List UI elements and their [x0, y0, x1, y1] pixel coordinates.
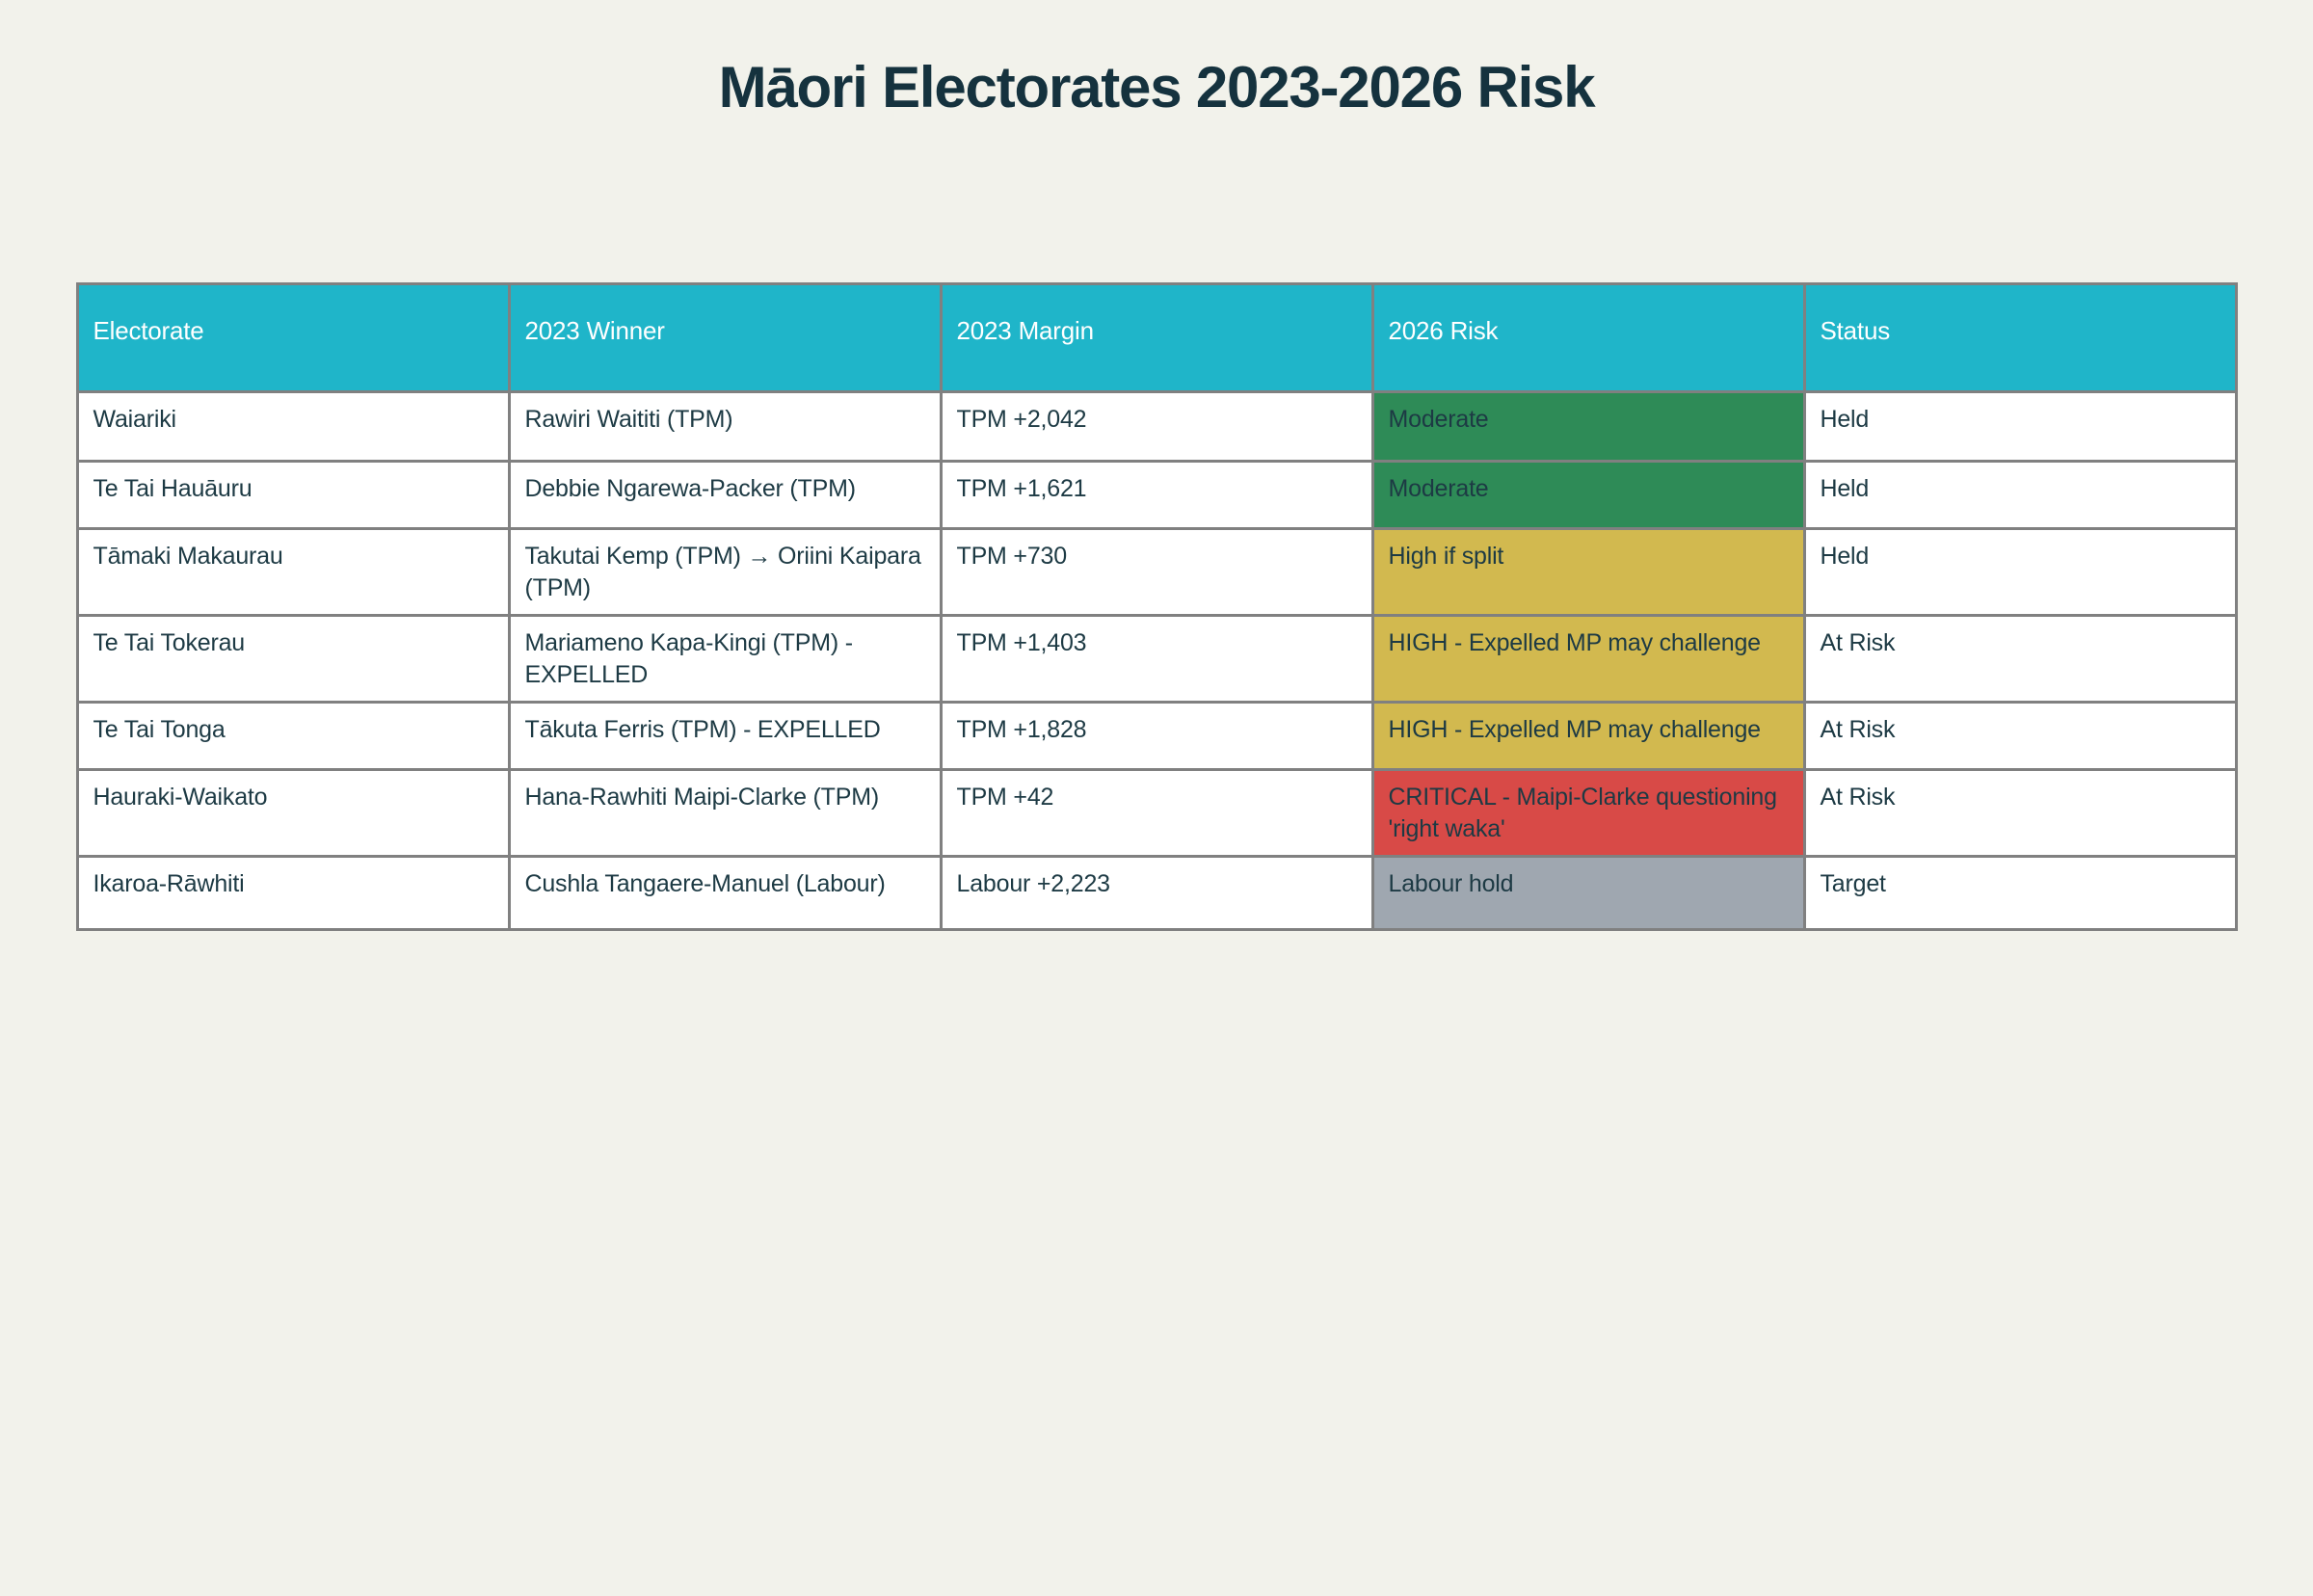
cell-status: Target [1802, 855, 2238, 931]
cell-winner: Tākuta Ferris (TPM) - EXPELLED [507, 701, 943, 771]
cell-risk: HIGH - Expelled MP may challenge [1370, 614, 1806, 704]
cell-status: At Risk [1802, 701, 2238, 771]
cell-margin: TPM +2,042 [939, 390, 1374, 463]
cell-status: Held [1802, 460, 2238, 530]
cell-status: At Risk [1802, 768, 2238, 858]
col-header-2026-risk: 2026 Risk [1370, 282, 1806, 393]
table-row-tamaki-makaurau: Tāmaki Makaurau Takutai Kemp (TPM) → Ori… [75, 527, 2238, 617]
cell-winner: Cushla Tangaere-Manuel (Labour) [507, 855, 943, 931]
cell-margin: TPM +1,403 [939, 614, 1374, 704]
cell-winner: Mariameno Kapa-Kingi (TPM) - EXPELLED [507, 614, 943, 704]
cell-electorate: Te Tai Tokerau [75, 614, 511, 704]
cell-status: At Risk [1802, 614, 2238, 704]
cell-margin: TPM +730 [939, 527, 1374, 617]
page: Māori Electorates 2023-2026 Risk Elector… [0, 54, 2313, 931]
col-header-2023-winner: 2023 Winner [507, 282, 943, 393]
cell-risk: Moderate [1370, 390, 1806, 463]
table-row-te-tai-tonga: Te Tai Tonga Tākuta Ferris (TPM) - EXPEL… [75, 701, 2238, 771]
col-header-status: Status [1802, 282, 2238, 393]
cell-risk: Labour hold [1370, 855, 1806, 931]
cell-risk: High if split [1370, 527, 1806, 617]
cell-margin: TPM +1,828 [939, 701, 1374, 771]
cell-status: Held [1802, 390, 2238, 463]
cell-winner: Debbie Ngarewa-Packer (TPM) [507, 460, 943, 530]
cell-risk: Moderate [1370, 460, 1806, 530]
table-row-ikaroa-rawhiti: Ikaroa-Rāwhiti Cushla Tangaere-Manuel (L… [75, 855, 2238, 931]
cell-electorate: Ikaroa-Rāwhiti [75, 855, 511, 931]
cell-electorate: Tāmaki Makaurau [75, 527, 511, 617]
header-row: Electorate 2023 Winner 2023 Margin 2026 … [75, 282, 2238, 393]
table-row-waiariki: Waiariki Rawiri Waititi (TPM) TPM +2,042… [75, 390, 2238, 463]
cell-margin: TPM +1,621 [939, 460, 1374, 530]
cell-margin: TPM +42 [939, 768, 1374, 858]
cell-winner: Takutai Kemp (TPM) → Oriini Kaipara (TPM… [507, 527, 943, 617]
risk-table: Electorate 2023 Winner 2023 Margin 2026 … [75, 282, 2238, 931]
cell-winner: Rawiri Waititi (TPM) [507, 390, 943, 463]
cell-electorate: Te Tai Tonga [75, 701, 511, 771]
col-header-2023-margin: 2023 Margin [939, 282, 1374, 393]
cell-status: Held [1802, 527, 2238, 617]
cell-electorate: Te Tai Hauāuru [75, 460, 511, 530]
cell-risk: CRITICAL - Maipi-Clarke questioning 'rig… [1370, 768, 1806, 858]
table-row-te-tai-hauauru: Te Tai Hauāuru Debbie Ngarewa-Packer (TP… [75, 460, 2238, 530]
cell-risk: HIGH - Expelled MP may challenge [1370, 701, 1806, 771]
cell-electorate: Waiariki [75, 390, 511, 463]
cell-electorate: Hauraki-Waikato [75, 768, 511, 858]
table-row-hauraki-waikato: Hauraki-Waikato Hana-Rawhiti Maipi-Clark… [75, 768, 2238, 858]
cell-margin: Labour +2,223 [939, 855, 1374, 931]
cell-winner: Hana-Rawhiti Maipi-Clarke (TPM) [507, 768, 943, 858]
page-title: Māori Electorates 2023-2026 Risk [718, 55, 1596, 120]
table-row-te-tai-tokerau: Te Tai Tokerau Mariameno Kapa-Kingi (TPM… [75, 614, 2238, 704]
col-header-electorate: Electorate [75, 282, 511, 393]
